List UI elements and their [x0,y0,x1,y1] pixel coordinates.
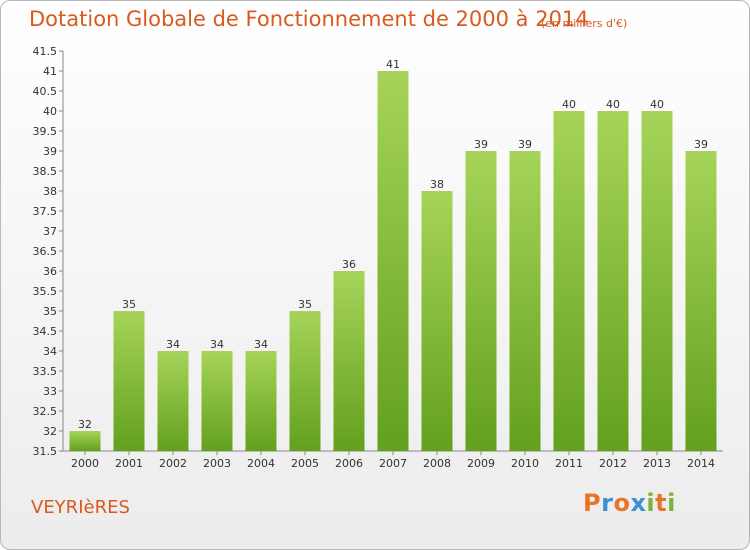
y-tick-label: 41 [43,65,57,78]
bar-value-label: 35 [298,298,312,311]
x-tick-label: 2002 [159,457,187,470]
y-tick-label: 41.5 [33,45,58,58]
x-tick-label: 2006 [335,457,363,470]
proxiti-logo: Proxiti [583,489,676,517]
bar-2000 [69,431,101,451]
bar-value-label: 40 [562,98,576,111]
bar-2002 [157,351,189,451]
x-tick-label: 2000 [71,457,99,470]
logo-letter: P [583,489,602,517]
bar-value-label: 39 [518,138,532,151]
bar-value-label: 41 [386,58,400,71]
y-tick-label: 37 [43,225,57,238]
x-tick-label: 2011 [555,457,583,470]
logo-letter: r [601,489,614,517]
x-tick-label: 2008 [423,457,451,470]
bar-2007 [377,71,409,451]
bar-value-label: 39 [694,138,708,151]
x-tick-label: 2004 [247,457,275,470]
bar-2013 [641,111,673,451]
y-tick-label: 33 [43,385,57,398]
y-tick-label: 33.5 [33,365,58,378]
bar-value-label: 34 [166,338,180,351]
bar-value-label: 34 [254,338,268,351]
bar-value-label: 32 [78,418,92,431]
bar-2006 [333,271,365,451]
bar-value-label: 35 [122,298,136,311]
bar-value-label: 34 [210,338,224,351]
y-tick-label: 38 [43,185,57,198]
y-tick-label: 35 [43,305,57,318]
y-tick-label: 40 [43,105,57,118]
y-tick-label: 40.5 [33,85,58,98]
y-tick-label: 34.5 [33,325,58,338]
chart-title: Dotation Globale de Fonctionnement de 20… [29,7,589,31]
bar-2011 [553,111,585,451]
x-tick-label: 2010 [511,457,539,470]
bar-value-label: 39 [474,138,488,151]
y-tick-label: 39 [43,145,57,158]
logo-letter: i [646,489,656,517]
y-tick-label: 38.5 [33,165,58,178]
y-tick-label: 32 [43,425,57,438]
commune-name: VEYRIèRES [31,497,130,518]
bar-value-label: 36 [342,258,356,271]
bar-value-label: 40 [606,98,620,111]
x-tick-label: 2009 [467,457,495,470]
x-tick-label: 2012 [599,457,627,470]
bar-2014 [685,151,717,451]
y-tick-label: 34 [43,345,57,358]
bar-2008 [421,191,453,451]
bar-2012 [597,111,629,451]
x-tick-label: 2005 [291,457,319,470]
bar-2009 [465,151,497,451]
x-tick-label: 2014 [687,457,715,470]
x-tick-label: 2007 [379,457,407,470]
bar-value-label: 40 [650,98,664,111]
logo-letter: o [613,489,631,517]
logo-letter: i [667,489,676,517]
y-tick-label: 37.5 [33,205,58,218]
bar-2003 [201,351,233,451]
y-tick-label: 35.5 [33,285,58,298]
chart-subtitle: (en milliers d'€) [541,17,628,30]
x-tick-label: 2003 [203,457,231,470]
bar-2004 [245,351,277,451]
y-tick-label: 36 [43,265,57,278]
y-tick-label: 32.5 [33,405,58,418]
y-tick-label: 31.5 [33,445,58,458]
logo-letter: t [655,489,668,517]
x-tick-label: 2001 [115,457,143,470]
logo-letter: x [630,489,647,517]
bar-value-label: 38 [430,178,444,191]
y-tick-label: 36.5 [33,245,58,258]
bar-2001 [113,311,145,451]
y-tick-label: 39.5 [33,125,58,138]
x-tick-label: 2013 [643,457,671,470]
bar-2005 [289,311,321,451]
bar-2010 [509,151,541,451]
